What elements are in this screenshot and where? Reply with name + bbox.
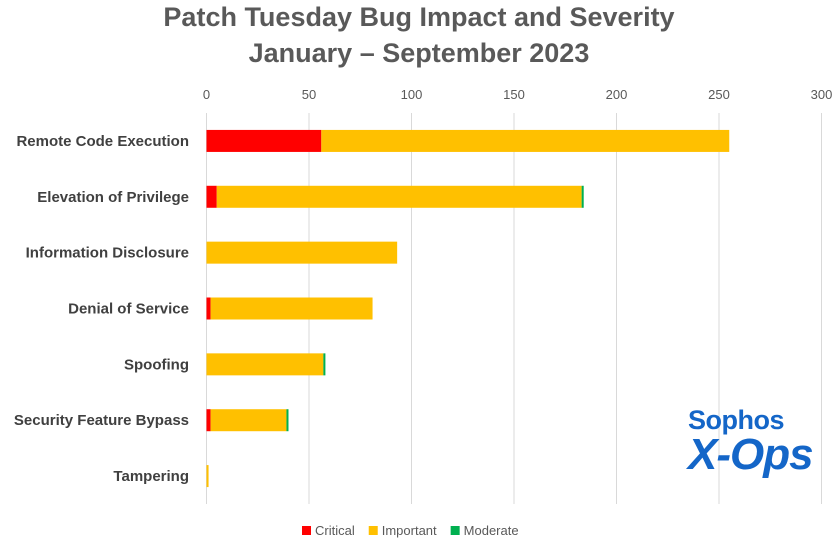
x-tick-label: 0 [203,87,210,102]
bar-important [206,241,398,264]
bar-important [210,297,373,320]
bar-moderate [323,353,326,376]
bar-moderate [286,409,289,432]
legend-label: Important [382,523,437,538]
bar-important [206,465,209,488]
bar-critical [206,185,217,208]
bar-critical [206,129,322,152]
category-label: Denial of Service [68,301,189,318]
legend-label: Critical [315,523,355,538]
bar-important [216,185,582,208]
category-label: Remote Code Execution [16,133,189,150]
category-label: Information Disclosure [26,245,189,262]
category-label: Spoofing [124,356,189,373]
category-label: Tampering [113,468,189,485]
legend-swatch [450,526,460,535]
chart-title: Patch Tuesday Bug Impact and Severity [163,2,675,32]
x-tick-label: 200 [606,87,628,102]
bar-important [210,409,287,432]
x-tick-label: 300 [811,87,833,102]
category-label: Elevation of Privilege [37,189,189,206]
x-tick-label: 50 [302,87,316,102]
x-tick-label: 100 [401,87,423,102]
category-label: Security Feature Bypass [14,412,189,429]
legend-swatch [368,526,378,535]
sophos-xops-logo: Sophos X-Ops [688,405,814,479]
legend-swatch [302,526,311,535]
bar-critical [206,409,211,432]
legend-label: Moderate [464,523,519,538]
x-tick-label: 250 [708,87,730,102]
x-tick-label: 150 [503,87,525,102]
bar-important [321,129,730,152]
bar-moderate [581,185,584,208]
bar-critical [206,297,211,320]
bar-important [206,353,324,376]
chart-subtitle: January – September 2023 [248,38,590,68]
